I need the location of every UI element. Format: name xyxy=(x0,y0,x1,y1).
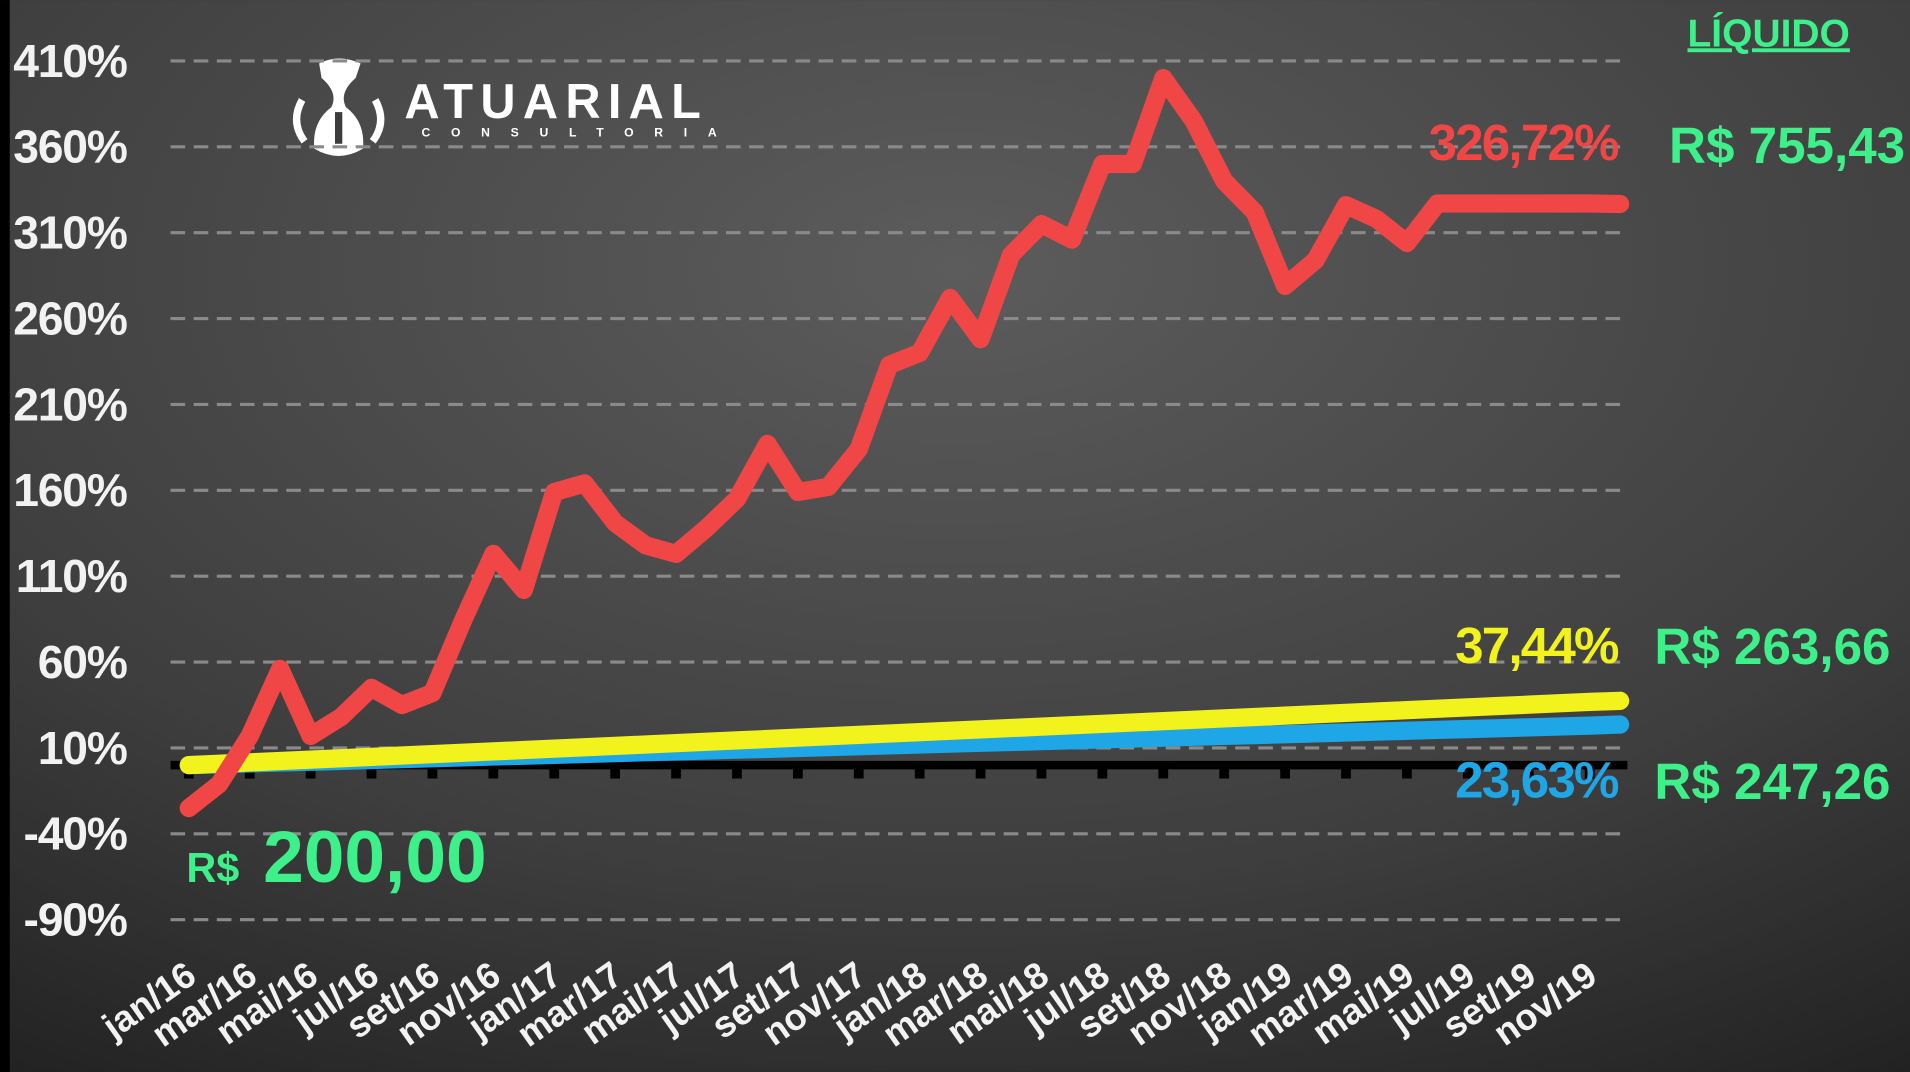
x-tick-mark xyxy=(732,765,742,779)
y-tick-label: 10% xyxy=(38,722,127,774)
x-tick-mark xyxy=(1402,765,1412,779)
x-tick-mark xyxy=(305,765,316,779)
x-tick-mark xyxy=(1097,765,1108,779)
x-tick-mark xyxy=(549,765,560,779)
left-strip xyxy=(0,0,10,1072)
x-tick-mark xyxy=(1341,765,1351,779)
start-amount: 200,00 xyxy=(263,817,487,898)
x-tick-mark xyxy=(914,765,925,779)
header: LÍQUIDO xyxy=(1688,11,1850,55)
x-tick-mark xyxy=(1462,765,1473,779)
x-tick-mark xyxy=(1036,765,1047,779)
value-label: 23,63% xyxy=(1455,752,1619,809)
value-label: 326,72% xyxy=(1428,114,1619,171)
amount-annotation: R$ 263,66 xyxy=(1654,618,1890,675)
y-tick-label: 110% xyxy=(16,550,127,602)
y-tick-label: 260% xyxy=(13,292,127,344)
logo-name: ATUARIAL xyxy=(404,75,708,129)
logo-icon-detail xyxy=(334,112,343,144)
logo-icon xyxy=(314,58,364,156)
amount-annotation: R$ 755,43 xyxy=(1669,117,1905,174)
x-tick-mark xyxy=(853,765,864,779)
y-tick-label: -90% xyxy=(24,894,127,946)
x-tick-mark xyxy=(610,765,621,779)
series-line xyxy=(179,691,1630,775)
x-tick-mark xyxy=(671,765,681,779)
x-tick-mark xyxy=(975,765,986,779)
logo-icon-arc xyxy=(292,98,385,144)
x-tick-mark xyxy=(488,765,499,779)
y-tick-label: 410% xyxy=(13,35,127,87)
y-tick-label: 210% xyxy=(13,378,127,430)
x-tick-mark xyxy=(366,765,377,779)
logo-tagline: CONSULTORIA xyxy=(421,125,737,139)
y-tick-label: 60% xyxy=(38,636,127,688)
logo: ATUARIAL CONSULTORIA xyxy=(292,58,737,156)
y-tick-label: -40% xyxy=(24,808,127,860)
y-tick-label: 160% xyxy=(13,464,127,516)
x-tick-mark xyxy=(427,765,438,779)
x-tick-mark xyxy=(792,765,803,779)
x-tick-mark xyxy=(1523,765,1534,779)
series-line xyxy=(179,68,1630,818)
x-tick-mark xyxy=(1280,765,1290,779)
x-tick-mark xyxy=(1584,765,1595,779)
y-tick-label: 360% xyxy=(13,121,127,173)
x-tick-mark xyxy=(1158,765,1169,779)
y-tick-label: 310% xyxy=(13,207,127,259)
x-tick-mark xyxy=(1219,765,1230,779)
value-label: 37,44% xyxy=(1455,617,1619,674)
amount-annotation: R$ 247,26 xyxy=(1654,753,1890,810)
start-currency: R$ xyxy=(186,845,239,891)
